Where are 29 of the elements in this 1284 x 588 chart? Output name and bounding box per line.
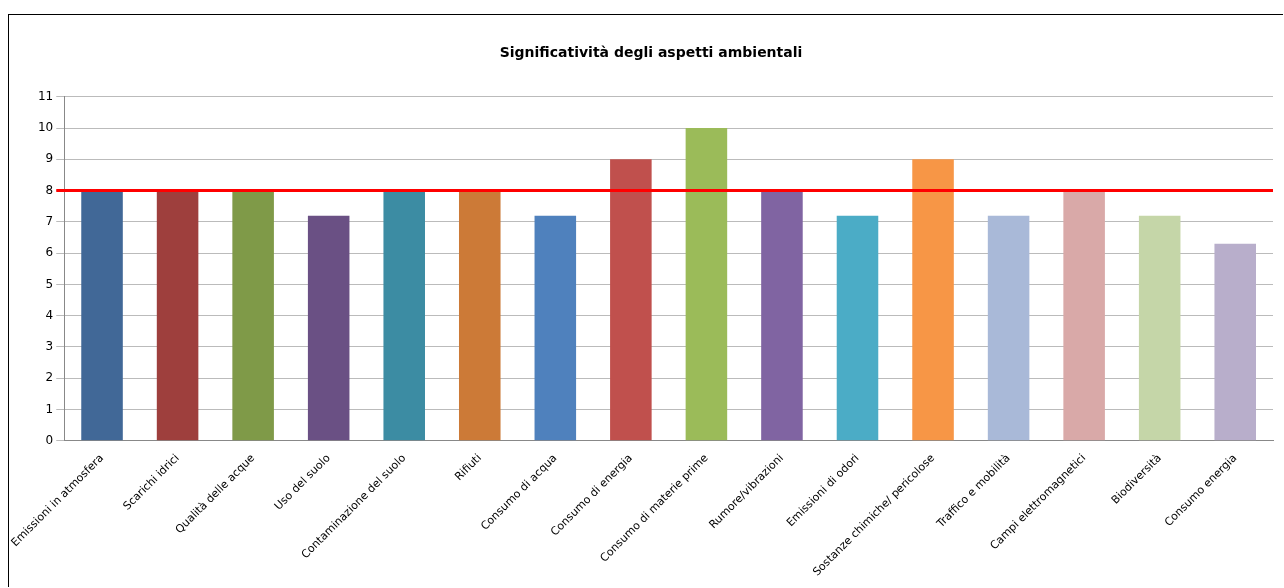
y-tick-label: 4 [45,307,54,322]
bar [836,215,879,441]
bar [761,190,803,441]
bar [534,215,577,441]
y-tick-label: 7 [45,214,54,228]
bar [1138,215,1181,441]
y-tick-label: 8 [45,182,54,197]
y-tick-label: 6 [45,245,54,260]
bar [912,159,954,441]
bar [156,190,199,441]
bar [81,190,123,441]
y-tick-label: 11 [37,88,54,103]
bar [307,215,350,441]
bar [610,159,652,441]
y-tick-label: 2 [45,370,54,385]
bar [383,190,425,441]
y-tick-label: 1 [45,401,54,416]
y-tick-label: 10 [37,120,54,135]
y-tick-label: 5 [45,276,54,291]
bar [685,128,728,441]
chart-title: Significatività degli aspetti ambientali [499,44,803,61]
bar [987,215,1030,441]
y-tick-label: 3 [45,339,54,354]
bar [1063,190,1105,441]
bar [458,190,501,441]
bar [1214,243,1256,441]
y-tick-label: 9 [45,151,54,166]
bar [232,190,274,441]
y-tick-label: 0 [45,432,54,447]
